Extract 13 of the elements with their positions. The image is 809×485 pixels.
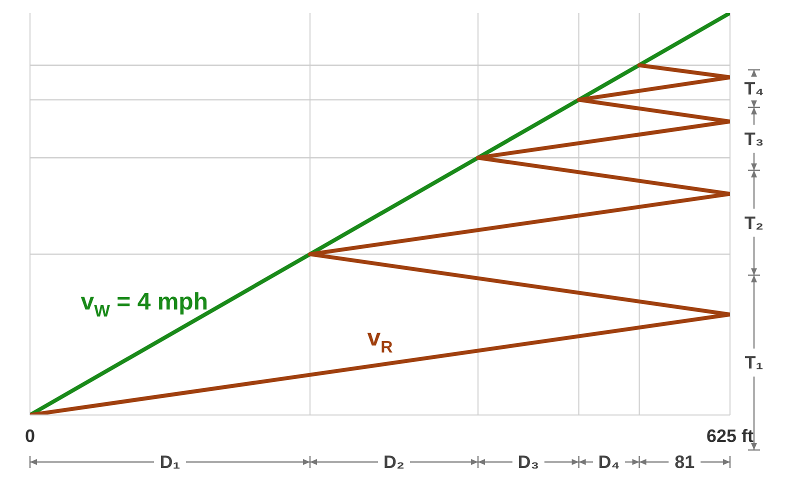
text: T₁	[744, 352, 764, 373]
text: D₃	[518, 452, 540, 472]
text: T₄	[744, 78, 764, 99]
text: D₂	[384, 452, 404, 472]
text: T₃	[744, 128, 764, 149]
x-tick-label: 0	[24, 426, 36, 446]
series-label: v$_{W}$ = 4 mph	[80, 288, 208, 320]
text: 81	[674, 452, 695, 472]
series-label: v$_{R}$	[367, 324, 393, 356]
text: T₂	[744, 212, 764, 233]
text: D₁	[160, 452, 180, 472]
text: D₄	[598, 452, 620, 472]
x-tick-label: 625 ft	[706, 426, 754, 446]
